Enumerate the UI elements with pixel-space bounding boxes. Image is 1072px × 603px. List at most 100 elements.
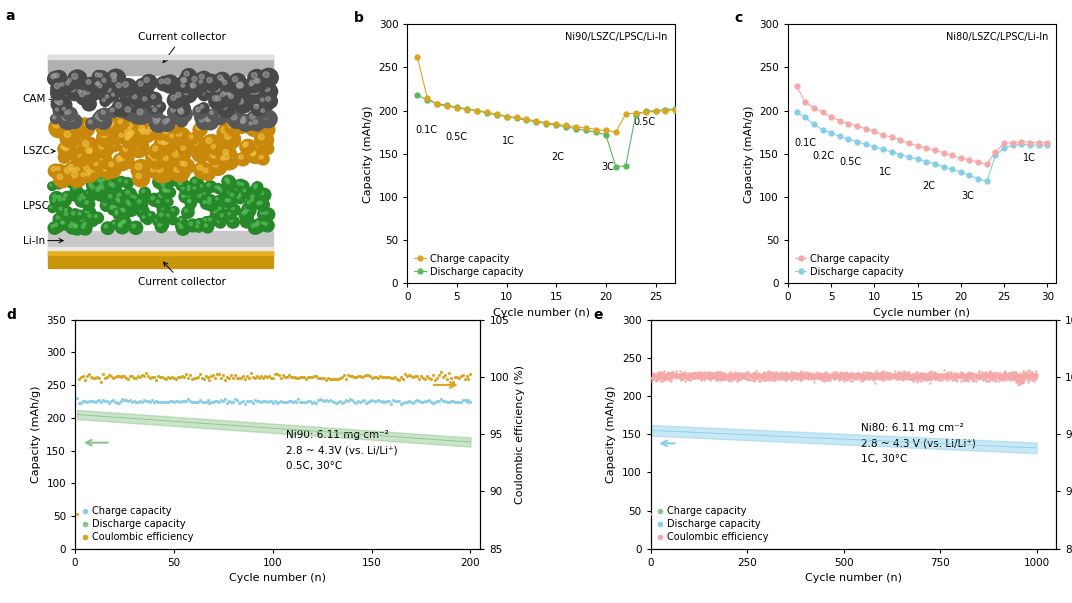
Point [381,396,398,405]
Point [988,370,1006,380]
Point [683,371,700,380]
Point [836,368,853,378]
Point [693,371,710,381]
Point [682,371,699,380]
Point [957,374,974,384]
Point [884,372,902,382]
Circle shape [210,152,215,157]
Point [977,368,994,378]
Point [972,371,989,381]
Point [83,372,100,382]
Circle shape [48,204,57,213]
Discharge capacity [441,102,453,109]
Point [900,370,918,380]
Point [88,396,105,406]
Point [813,369,830,379]
Circle shape [64,209,68,211]
Legend: Charge capacity, Discharge capacity, Coulombic efficiency: Charge capacity, Discharge capacity, Cou… [655,504,771,544]
Circle shape [101,176,110,186]
Point [658,370,675,379]
Circle shape [240,120,244,124]
Point [921,377,938,387]
Point [988,370,1006,380]
Point [829,371,846,380]
Circle shape [90,166,103,178]
Point [399,397,416,407]
Point [846,369,863,379]
Point [807,370,824,379]
Point [949,372,966,382]
Point [324,396,341,406]
Point [874,371,891,381]
Point [736,371,754,380]
Circle shape [116,177,126,187]
Circle shape [198,183,208,192]
Point [659,367,676,377]
Point [796,371,814,380]
Point [778,370,795,380]
Point [914,371,932,380]
Point [850,369,867,379]
Circle shape [109,91,119,101]
Point [429,396,446,406]
Point [759,372,776,382]
Point [73,371,90,381]
Point [925,373,942,382]
Point [889,372,906,382]
Point [883,372,900,382]
Point [976,370,993,380]
Circle shape [256,221,259,225]
Point [92,377,109,387]
Circle shape [56,215,60,219]
Point [911,371,928,380]
Point [846,372,863,382]
Circle shape [220,78,234,91]
Point [369,373,386,382]
Point [955,373,972,383]
Point [721,369,739,379]
Point [928,372,946,382]
Point [880,370,897,380]
Circle shape [150,103,154,107]
Point [665,367,682,377]
Circle shape [180,87,197,103]
Point [377,397,394,407]
Circle shape [181,84,184,87]
Point [696,375,713,385]
Text: 0.1C: 0.1C [415,125,437,135]
Point [225,397,242,407]
Circle shape [106,192,119,204]
Point [199,372,217,382]
Point [214,396,232,406]
Point [904,369,921,379]
Point [373,372,390,382]
Point [710,370,727,379]
Point [824,368,842,377]
Point [964,372,981,382]
Point [327,374,344,384]
Point [1025,369,1042,379]
Point [813,369,830,379]
Circle shape [95,71,108,84]
Point [785,370,802,379]
Point [994,370,1011,380]
Point [799,373,816,382]
Point [807,373,824,383]
Point [831,373,848,383]
Circle shape [91,185,94,189]
Point [681,368,698,378]
Point [894,368,911,378]
Point [812,373,829,382]
Circle shape [116,213,118,215]
Circle shape [194,218,206,230]
Circle shape [149,92,162,105]
Circle shape [120,221,122,224]
Point [947,372,964,382]
Point [666,371,683,380]
Point [128,397,145,406]
Point [1000,370,1017,379]
Point [941,371,958,381]
Point [1003,370,1021,379]
Circle shape [176,221,187,230]
Point [357,370,374,380]
